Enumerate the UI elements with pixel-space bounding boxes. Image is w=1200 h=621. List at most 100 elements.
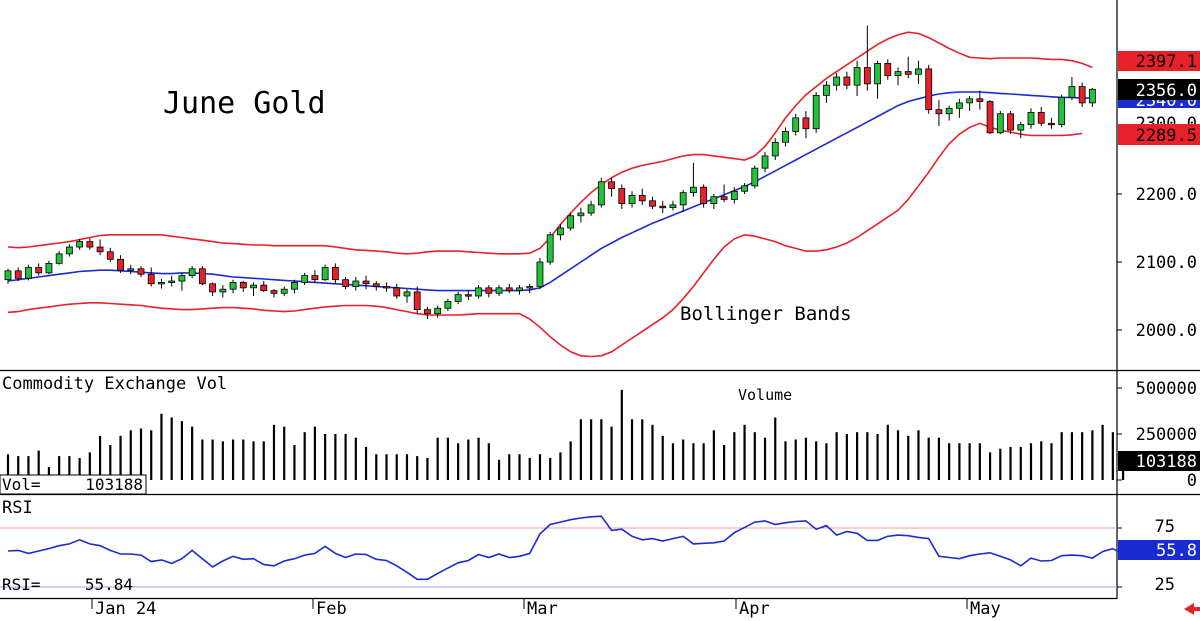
candle bbox=[454, 291, 462, 305]
candle-body bbox=[229, 281, 237, 290]
price-candles bbox=[4, 25, 1096, 320]
candle bbox=[25, 264, 32, 281]
candle bbox=[751, 165, 759, 189]
candle-body bbox=[782, 131, 789, 143]
candle bbox=[669, 200, 677, 211]
candle-body bbox=[741, 185, 748, 192]
candle bbox=[475, 285, 482, 299]
candle-body bbox=[792, 117, 800, 132]
candle bbox=[587, 200, 595, 216]
candle bbox=[117, 255, 124, 273]
candle bbox=[331, 263, 339, 284]
candle bbox=[96, 239, 104, 256]
candle bbox=[690, 162, 697, 197]
rsi-tick-label: 25 bbox=[1155, 575, 1175, 595]
candle-body bbox=[352, 280, 360, 287]
x-tick-label: Apr bbox=[739, 599, 770, 619]
candle bbox=[280, 286, 288, 296]
candle-body bbox=[567, 215, 575, 229]
candle-body bbox=[137, 268, 145, 275]
candle-body bbox=[700, 186, 708, 204]
candle-body bbox=[147, 273, 155, 285]
candle bbox=[884, 59, 892, 80]
candle-body bbox=[444, 301, 452, 309]
candle bbox=[219, 285, 227, 298]
candle bbox=[1068, 77, 1076, 101]
candle-body bbox=[761, 155, 769, 169]
price-tick-label: 2100.0 bbox=[1136, 253, 1197, 273]
last-price-value: 2356.0 bbox=[1136, 81, 1197, 101]
candle-body bbox=[730, 190, 738, 200]
candle bbox=[1088, 87, 1096, 107]
candle-body bbox=[812, 95, 820, 130]
candle bbox=[178, 272, 186, 291]
candle bbox=[935, 100, 943, 126]
volume-tick-label: 0 bbox=[1187, 471, 1197, 491]
candle-body bbox=[669, 204, 677, 209]
candle bbox=[188, 266, 196, 279]
candle-body bbox=[608, 181, 615, 189]
candle-body bbox=[690, 186, 697, 194]
candle-body bbox=[1017, 124, 1025, 131]
candle bbox=[638, 188, 646, 205]
candle-body bbox=[915, 68, 922, 75]
candle bbox=[659, 200, 667, 214]
candle bbox=[239, 281, 247, 292]
scroll-left-arrow-icon[interactable] bbox=[1184, 603, 1200, 615]
candle bbox=[260, 281, 268, 292]
candle-body bbox=[4, 270, 12, 281]
candle-body bbox=[771, 141, 779, 157]
candle bbox=[362, 275, 370, 290]
candle bbox=[65, 244, 73, 257]
candle bbox=[1027, 108, 1035, 129]
candle bbox=[413, 286, 421, 314]
candle-body bbox=[198, 268, 206, 285]
candle-body bbox=[986, 101, 994, 134]
candle-body bbox=[14, 270, 22, 279]
candle bbox=[106, 247, 114, 262]
candle bbox=[147, 267, 155, 287]
volume-readout-label: Vol= bbox=[2, 475, 41, 494]
candle-body bbox=[638, 194, 646, 202]
candle-body bbox=[301, 275, 309, 283]
volume-readout: Vol= 103188 bbox=[0, 474, 147, 495]
candle bbox=[966, 96, 974, 112]
candle-body bbox=[904, 71, 912, 75]
candle-body bbox=[291, 281, 298, 290]
candle-body bbox=[260, 284, 268, 291]
candle-body bbox=[894, 71, 902, 77]
candle bbox=[833, 72, 841, 91]
candle-body bbox=[127, 268, 135, 271]
candle-body bbox=[393, 287, 401, 297]
candle-body bbox=[342, 279, 349, 287]
candle bbox=[270, 289, 278, 298]
candle bbox=[127, 264, 135, 275]
candle-body bbox=[996, 113, 1004, 134]
rsi-flag-value: 55.8 bbox=[1156, 541, 1197, 561]
candle-body bbox=[628, 194, 636, 204]
candle bbox=[904, 56, 912, 79]
candle bbox=[597, 177, 605, 208]
candle bbox=[955, 98, 963, 118]
candle bbox=[352, 276, 360, 291]
lower-bollinger-band bbox=[7, 122, 1083, 358]
candle-body bbox=[424, 309, 431, 315]
candle-body bbox=[884, 63, 892, 77]
candle bbox=[168, 275, 176, 287]
candle-body bbox=[76, 241, 84, 248]
volume-tick-label: 500000 bbox=[1136, 379, 1197, 399]
candle-body bbox=[65, 246, 73, 255]
candle bbox=[209, 282, 217, 296]
candle-body bbox=[168, 280, 176, 283]
candle-body bbox=[86, 241, 94, 248]
candle bbox=[577, 207, 585, 223]
candle bbox=[291, 279, 298, 294]
candle bbox=[874, 60, 881, 99]
candle-body bbox=[874, 63, 881, 85]
candle bbox=[14, 267, 22, 282]
candle-body bbox=[853, 67, 861, 86]
candle-body bbox=[1088, 88, 1096, 104]
candle bbox=[311, 270, 319, 283]
candle bbox=[1048, 117, 1055, 129]
